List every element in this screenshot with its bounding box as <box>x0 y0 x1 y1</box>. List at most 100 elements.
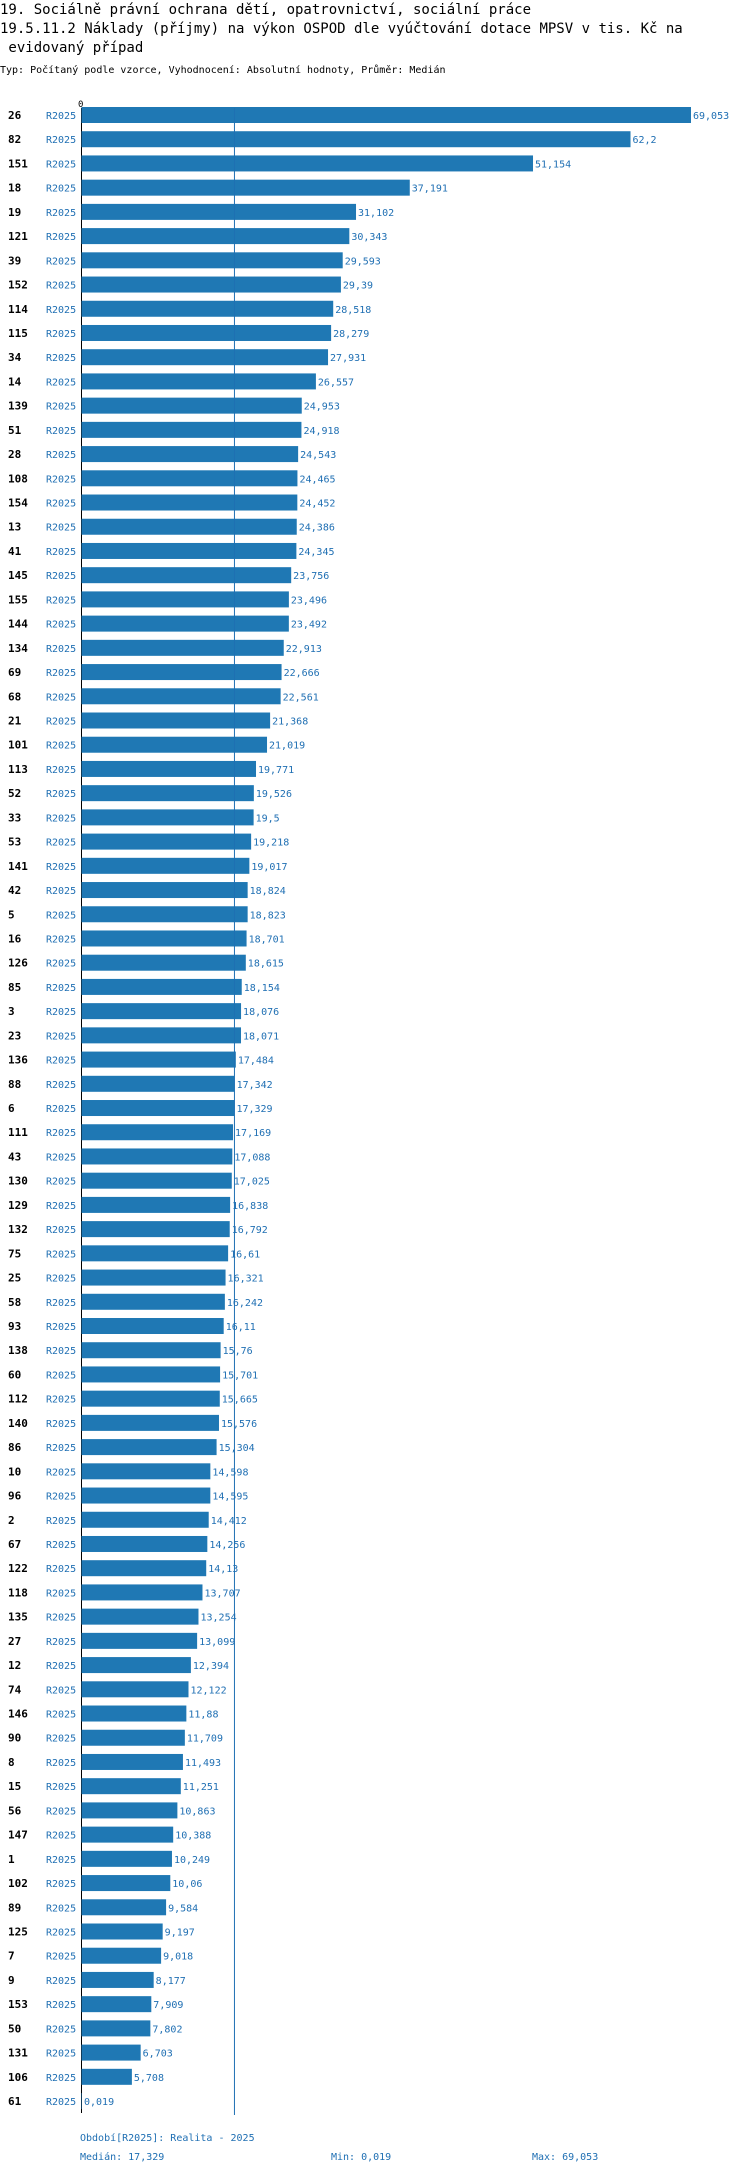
category-label: 144 <box>8 618 28 631</box>
value-label: 21,368 <box>272 717 308 728</box>
category-label: 147 <box>8 1829 28 1842</box>
value-label: 23,496 <box>291 595 327 606</box>
value-label: 11,251 <box>183 1782 219 1793</box>
value-label: 24,918 <box>303 426 339 437</box>
period-label: R2025 <box>46 2073 76 2084</box>
period-label: R2025 <box>46 1588 76 1599</box>
period-label: R2025 <box>46 862 76 873</box>
bar <box>81 1584 203 1601</box>
period-label: R2025 <box>46 1564 76 1575</box>
bar <box>81 591 289 608</box>
bar <box>81 1923 163 1940</box>
value-label: 19,017 <box>251 862 287 873</box>
category-label: 27 <box>8 1635 21 1648</box>
bar <box>81 1269 226 1286</box>
period-label: R2025 <box>46 1879 76 1890</box>
period-label: R2025 <box>46 523 76 534</box>
value-label: 19,526 <box>256 789 292 800</box>
period-label: R2025 <box>46 329 76 340</box>
bar <box>81 1221 230 1238</box>
period-label: R2025 <box>46 838 76 849</box>
period-label: R2025 <box>46 208 76 219</box>
value-label: 28,518 <box>335 305 371 316</box>
category-label: 69 <box>8 666 21 679</box>
category-label: 15 <box>8 1780 21 1793</box>
bar <box>81 1657 191 1674</box>
bar <box>81 712 271 729</box>
value-label: 19,771 <box>258 765 294 776</box>
bar <box>81 639 284 656</box>
bar <box>81 1753 183 1770</box>
period-label: R2025 <box>46 741 76 752</box>
value-label: 30,343 <box>351 232 387 243</box>
value-label: 11,493 <box>185 1758 221 1769</box>
value-label: 21,019 <box>269 741 305 752</box>
period-label: R2025 <box>46 1274 76 1285</box>
bar <box>81 833 252 850</box>
category-label: 8 <box>8 1756 15 1769</box>
period-label: R2025 <box>46 1419 76 1430</box>
category-label: 122 <box>8 1562 28 1575</box>
category-label: 75 <box>8 1247 21 1260</box>
value-label: 22,666 <box>284 668 320 679</box>
value-label: 11,709 <box>187 1734 223 1745</box>
category-label: 39 <box>8 254 21 267</box>
category-label: 146 <box>8 1708 28 1721</box>
value-label: 15,304 <box>219 1443 255 1454</box>
value-label: 19,5 <box>256 813 280 824</box>
category-label: 18 <box>8 182 21 195</box>
bar <box>81 373 316 390</box>
value-label: 17,484 <box>238 1056 274 1067</box>
category-label: 89 <box>8 1901 21 1914</box>
period-label: R2025 <box>46 1758 76 1769</box>
period-label: R2025 <box>46 1080 76 1091</box>
period-label: R2025 <box>46 813 76 824</box>
category-label: 43 <box>8 1150 21 1163</box>
bar <box>81 2044 141 2061</box>
category-label: 13 <box>8 521 21 534</box>
category-label: 51 <box>8 424 22 437</box>
value-label: 18,823 <box>250 910 286 921</box>
bar <box>81 2068 132 2085</box>
category-label: 154 <box>8 497 28 510</box>
category-label: 108 <box>8 472 28 485</box>
value-label: 31,102 <box>358 208 394 219</box>
bar <box>81 1051 236 1068</box>
period-label: R2025 <box>46 111 76 122</box>
value-label: 16,838 <box>232 1201 268 1212</box>
value-label: 14,256 <box>209 1540 245 1551</box>
bar <box>81 518 297 535</box>
period-label: R2025 <box>46 620 76 631</box>
period-label: R2025 <box>46 1928 76 1939</box>
bar <box>81 954 246 971</box>
period-label: R2025 <box>46 717 76 728</box>
period-label: R2025 <box>46 474 76 485</box>
bar <box>81 664 282 681</box>
value-label: 27,931 <box>330 353 366 364</box>
period-label: R2025 <box>46 1104 76 1115</box>
value-label: 15,576 <box>221 1419 257 1430</box>
value-label: 17,169 <box>235 1128 271 1139</box>
value-label: 51,154 <box>535 159 571 170</box>
bar <box>81 2093 82 2110</box>
bar <box>81 276 341 293</box>
value-label: 14,595 <box>212 1492 248 1503</box>
bar <box>81 978 242 995</box>
value-label: 16,11 <box>226 1322 256 1333</box>
category-label: 138 <box>8 1344 28 1357</box>
bar <box>81 1899 167 1916</box>
bar <box>81 1875 171 1892</box>
period-label: R2025 <box>46 135 76 146</box>
period-label: R2025 <box>46 2000 76 2011</box>
period-label: R2025 <box>46 1467 76 1478</box>
bar <box>81 1245 229 1262</box>
value-label: 24,452 <box>299 499 335 510</box>
period-label: R2025 <box>46 1443 76 1454</box>
value-label: 13,254 <box>200 1613 236 1624</box>
period-label: R2025 <box>46 426 76 437</box>
period-label: R2025 <box>46 402 76 413</box>
category-label: 52 <box>8 787 21 800</box>
bar <box>81 470 298 487</box>
category-label: 118 <box>8 1586 28 1599</box>
value-label: 10,06 <box>172 1879 202 1890</box>
